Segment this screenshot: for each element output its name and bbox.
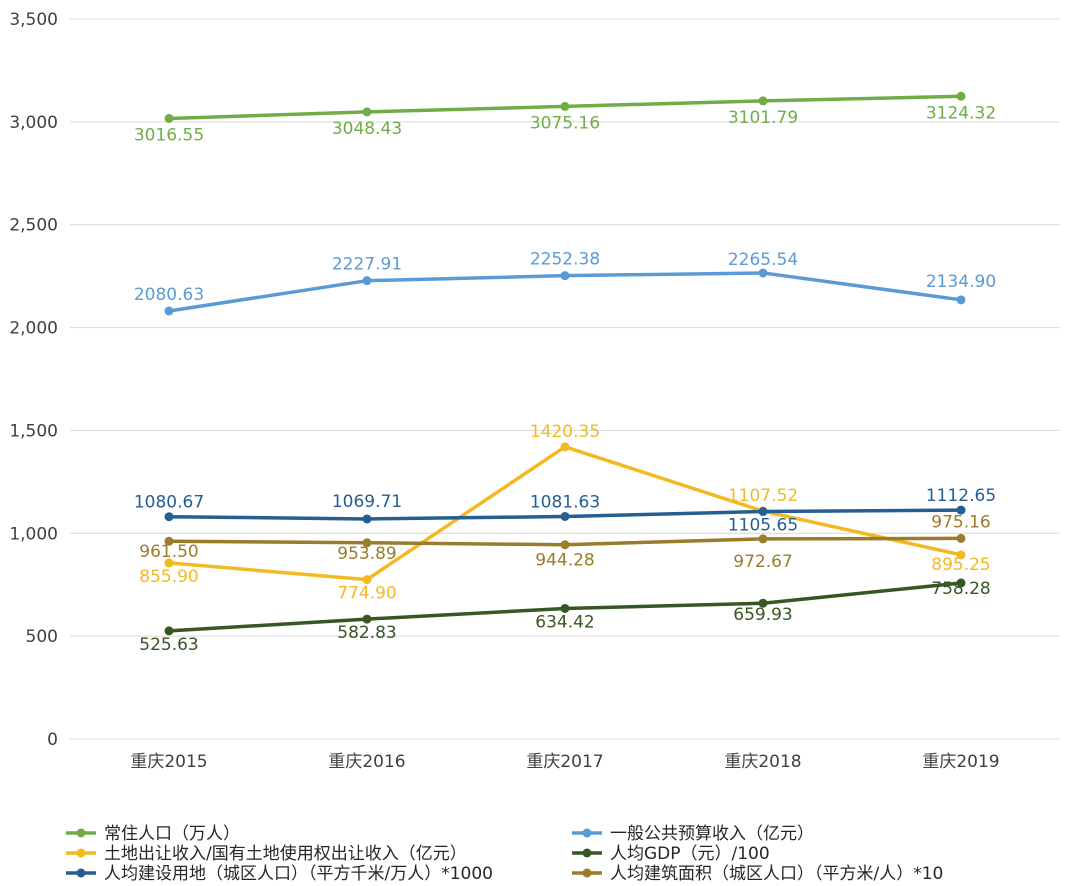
data-label: 3101.79 <box>728 108 798 128</box>
data-point <box>560 511 570 521</box>
data-label: 634.42 <box>535 612 594 632</box>
y-tick-label: 1,500 <box>9 421 58 441</box>
legend-item: 一般公共预算收入（亿元） <box>572 824 814 844</box>
y-tick-label: 0 <box>47 730 58 750</box>
data-point <box>362 614 372 624</box>
data-point <box>164 536 174 546</box>
legend: 常住人口（万人） 一般公共预算收入（亿元） 土地出让收入/国有土地使用权出让收入（亿… <box>66 824 943 884</box>
data-point <box>164 306 174 316</box>
legend-swatch-marker <box>76 828 86 838</box>
data-point <box>560 603 570 613</box>
y-tick-label: 2,000 <box>9 319 58 339</box>
data-point <box>560 271 570 281</box>
data-label: 3075.16 <box>530 113 600 133</box>
legend-label: 人均建设用地（城区人口）（平方千米/万人）*1000 <box>104 864 493 884</box>
data-point <box>956 578 966 588</box>
legend-swatch-marker <box>76 868 86 878</box>
gridlines <box>70 18 1060 740</box>
data-point <box>164 113 174 123</box>
legend-item: 人均建筑面积（城区人口）（平方米/人）*10 <box>572 864 943 884</box>
data-label: 3016.55 <box>134 125 204 145</box>
data-point <box>560 540 570 550</box>
data-point <box>956 505 966 515</box>
legend-label: 常住人口（万人） <box>104 824 240 844</box>
data-label: 1107.52 <box>728 486 798 506</box>
data-label: 895.25 <box>931 555 990 575</box>
data-label: 1081.63 <box>530 492 600 512</box>
data-label: 2080.63 <box>134 285 204 305</box>
y-tick-label: 1,000 <box>9 524 58 544</box>
data-point <box>362 514 372 524</box>
data-point <box>758 507 768 517</box>
legend-label: 人均建筑面积（城区人口）（平方米/人）*10 <box>610 864 943 884</box>
y-tick-label: 2,500 <box>9 216 58 236</box>
y-axis-ticks: 0 500 1,000 1,500 2,000 2,500 3,000 3,500 <box>9 10 58 750</box>
legend-item: 常住人口（万人） <box>66 824 240 844</box>
data-point <box>956 550 966 560</box>
data-point <box>164 512 174 522</box>
data-point <box>758 534 768 544</box>
data-point <box>164 626 174 636</box>
x-tick-label: 重庆2017 <box>526 752 603 772</box>
data-point <box>956 533 966 543</box>
data-label: 1112.65 <box>926 486 996 506</box>
y-tick-label: 3,500 <box>9 10 58 30</box>
data-label: 525.63 <box>139 635 198 655</box>
data-point <box>560 101 570 111</box>
data-label: 961.50 <box>139 542 198 562</box>
data-label: 774.90 <box>337 584 396 604</box>
data-label: 659.93 <box>733 605 792 625</box>
data-label: 3124.32 <box>926 103 996 123</box>
data-label: 3048.43 <box>332 119 402 139</box>
data-point <box>362 538 372 548</box>
y-tick-label: 500 <box>26 627 58 647</box>
data-label: 1069.71 <box>332 492 402 512</box>
series-lines <box>164 91 966 636</box>
data-point <box>560 442 570 452</box>
data-label: 582.83 <box>337 623 396 643</box>
data-label: 1420.35 <box>530 422 600 442</box>
data-label: 2252.38 <box>530 250 600 270</box>
x-tick-label: 重庆2015 <box>130 752 207 772</box>
data-label: 972.67 <box>733 552 792 572</box>
data-point <box>164 558 174 568</box>
data-label: 855.90 <box>139 567 198 587</box>
data-label: 758.28 <box>931 579 990 599</box>
data-point <box>956 91 966 101</box>
data-point <box>758 96 768 106</box>
legend-label: 人均GDP（元）/100 <box>610 844 770 864</box>
legend-item: 土地出让收入/国有土地使用权出让收入（亿元） <box>66 843 467 864</box>
x-tick-label: 重庆2016 <box>328 752 405 772</box>
data-point <box>956 295 966 305</box>
data-point <box>362 276 372 286</box>
legend-label: 一般公共预算收入（亿元） <box>610 824 814 844</box>
legend-label: 土地出让收入/国有土地使用权出让收入（亿元） <box>104 843 467 864</box>
data-label: 1080.67 <box>134 493 204 513</box>
data-point <box>758 598 768 608</box>
legend-item: 人均建设用地（城区人口）（平方千米/万人）*1000 <box>66 864 493 884</box>
legend-swatch-marker <box>582 868 592 878</box>
data-point <box>362 107 372 117</box>
data-label: 2265.54 <box>728 250 798 270</box>
x-tick-label: 重庆2018 <box>724 752 801 772</box>
data-label: 953.89 <box>337 544 396 564</box>
legend-swatch-marker <box>76 848 86 858</box>
data-label: 2134.90 <box>926 272 996 292</box>
y-tick-label: 3,000 <box>9 113 58 133</box>
legend-swatch-marker <box>582 848 592 858</box>
x-axis-ticks: 重庆2015 重庆2016 重庆2017 重庆2018 重庆2019 <box>130 752 999 772</box>
data-point <box>362 575 372 585</box>
data-label: 975.16 <box>931 512 990 532</box>
data-label: 2227.91 <box>332 255 402 275</box>
legend-item: 人均GDP（元）/100 <box>572 844 770 864</box>
data-label: 944.28 <box>535 551 594 571</box>
x-tick-label: 重庆2019 <box>922 752 999 772</box>
data-labels: 3016.55 3048.43 3075.16 3101.79 3124.32 2080.… <box>134 103 996 655</box>
data-label: 1105.65 <box>728 516 798 536</box>
legend-swatch-marker <box>582 828 592 838</box>
data-point <box>758 268 768 278</box>
